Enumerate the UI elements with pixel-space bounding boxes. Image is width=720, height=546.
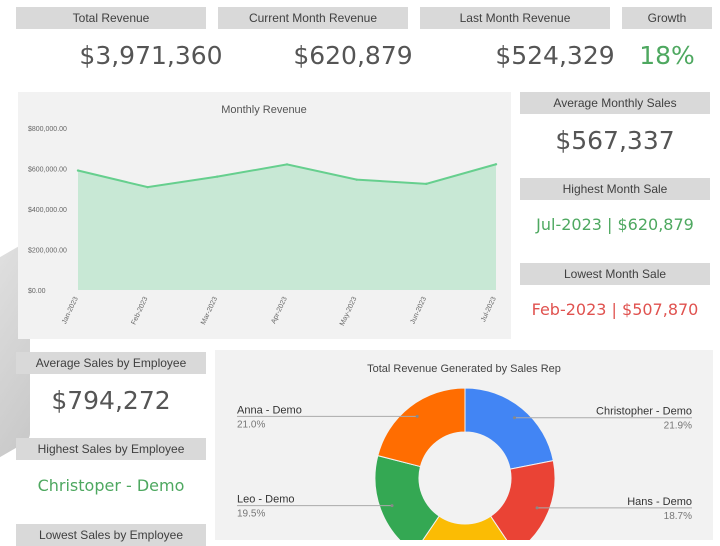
- slice-percent: 18.7%: [664, 511, 692, 522]
- x-tick-label: Apr-2023: [270, 296, 289, 325]
- avg-sales-by-employee-value: $794,272: [51, 386, 171, 415]
- donut-slice: [374, 455, 440, 546]
- slice-percent: 21.0%: [237, 419, 265, 430]
- slice-percent: 19.5%: [237, 509, 265, 520]
- lowest-month-sale-header: Lowest Month Sale: [520, 263, 710, 285]
- x-tick-label: Mar-2023: [200, 296, 219, 326]
- slice-label: Anna - Demo: [237, 404, 302, 416]
- highest-sales-by-employee-value: Christoper - Demo: [37, 476, 185, 495]
- donut-slice: [377, 387, 466, 468]
- lowest-sales-by-employee-header: Lowest Sales by Employee: [16, 524, 206, 546]
- last-month-revenue-value: $524,329: [495, 41, 615, 70]
- growth-header: Growth: [622, 7, 712, 29]
- growth-value: 18%: [639, 41, 695, 70]
- avg-monthly-sales-header: Average Monthly Sales: [520, 92, 710, 114]
- y-tick-label: $0.00: [28, 288, 46, 295]
- last-month-revenue-header: Last Month Revenue: [420, 7, 610, 29]
- current-month-revenue-header: Current Month Revenue: [218, 7, 408, 29]
- y-tick-label: $200,000.00: [28, 248, 67, 255]
- data-point: [146, 185, 149, 189]
- avg-monthly-sales-value: $567,337: [555, 126, 675, 155]
- leader-dot: [513, 416, 517, 420]
- leader-dot: [535, 506, 539, 510]
- data-point: [355, 178, 358, 181]
- avg-sales-by-employee-header: Average Sales by Employee: [16, 352, 206, 374]
- slice-percent: 21.9%: [664, 421, 692, 432]
- slice-label: Leo - Demo: [237, 494, 294, 506]
- sales-rep-panel: Total Revenue Generated by Sales Rep Chri…: [215, 350, 713, 546]
- data-point: [76, 169, 80, 172]
- data-point: [216, 175, 219, 178]
- highest-month-sale-header: Highest Month Sale: [520, 178, 710, 200]
- x-tick-label: Jul-2023: [480, 296, 498, 323]
- leader-dot: [415, 414, 419, 418]
- revenue-area: [78, 164, 496, 290]
- x-tick-label: May-2023: [339, 296, 359, 327]
- sales-rep-donut-chart: Total Revenue Generated by Sales Rep Chri…: [237, 363, 692, 546]
- chart-title: Monthly Revenue: [221, 104, 307, 116]
- lowest-month-sale-value: Feb-2023 | $507,870: [531, 300, 699, 319]
- donut-slice: [464, 387, 554, 470]
- highest-month-sale-value: Jul-2023 | $620,879: [536, 215, 694, 234]
- total-revenue-value: $3,971,360: [79, 41, 223, 70]
- x-tick-label: Jan-2023: [61, 296, 80, 326]
- monthly-revenue-panel: Monthly Revenue $0.00 $200,000.00 $400,000.…: [18, 92, 511, 339]
- x-tick-label: Jun-2023: [409, 296, 428, 326]
- total-revenue-header: Total Revenue: [16, 7, 206, 29]
- data-point: [494, 163, 498, 166]
- current-month-revenue-value: $620,879: [293, 41, 413, 70]
- highest-sales-by-employee-header: Highest Sales by Employee: [16, 438, 206, 460]
- leader-dot: [390, 504, 394, 508]
- y-tick-label: $600,000.00: [28, 167, 67, 174]
- monthly-revenue-chart: Monthly Revenue $0.00 $200,000.00 $400,000.…: [28, 104, 498, 327]
- y-tick-label: $400,000.00: [28, 207, 67, 214]
- donut-slice: [489, 459, 556, 546]
- data-point: [285, 163, 289, 166]
- x-tick-label: Feb-2023: [130, 296, 149, 326]
- y-tick-label: $800,000.00: [28, 126, 67, 133]
- chart-title: Total Revenue Generated by Sales Rep: [367, 363, 561, 375]
- donut-slice: [418, 515, 512, 546]
- slice-label: Christopher - Demo: [596, 406, 692, 418]
- slice-label: Hans - Demo: [627, 496, 692, 508]
- data-point: [425, 182, 428, 186]
